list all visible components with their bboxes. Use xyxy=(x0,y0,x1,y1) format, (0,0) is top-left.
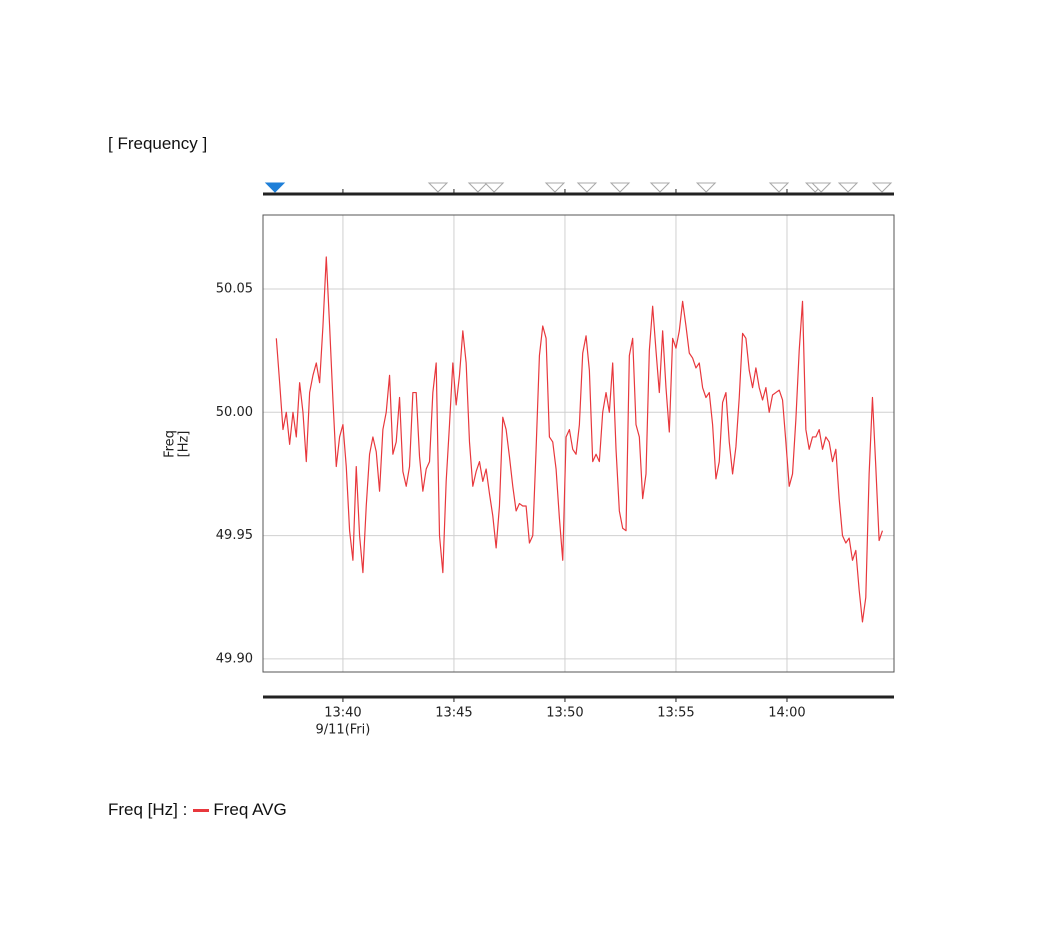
legend-swatch xyxy=(193,808,210,812)
y-tick-label: 49.90 xyxy=(216,651,253,666)
data-line xyxy=(275,256,884,623)
event-marker xyxy=(695,182,717,193)
y-tick-label: 49.95 xyxy=(216,528,253,543)
x-tick-label: 14:00 xyxy=(768,706,805,721)
date-label: 9/11(Fri) xyxy=(316,723,371,738)
legend: Freq [Hz] : Freq AVG xyxy=(108,800,287,820)
x-tick-label: 13:50 xyxy=(546,706,583,721)
chart-title: [ Frequency ] xyxy=(108,134,208,153)
event-marker xyxy=(427,182,449,193)
event-marker xyxy=(810,182,832,193)
event-marker xyxy=(837,182,859,193)
y-tick-label: 50.00 xyxy=(216,405,253,420)
event-marker xyxy=(768,182,790,193)
y-tick-label: 50.05 xyxy=(216,281,253,296)
event-marker xyxy=(264,182,286,193)
event-marker xyxy=(609,182,631,193)
event-marker xyxy=(467,182,489,193)
x-tick-label: 13:55 xyxy=(657,706,694,721)
y-axis-label: [Hz] xyxy=(177,431,192,458)
x-tick-label: 13:45 xyxy=(435,706,472,721)
event-marker xyxy=(483,182,505,193)
legend-entry: Freq AVG xyxy=(213,800,287,819)
event-marker xyxy=(649,182,671,193)
y-axis-label: Freq xyxy=(163,430,178,458)
event-marker xyxy=(576,182,598,193)
legend-label: Freq [Hz] : xyxy=(108,800,188,819)
event-marker xyxy=(871,182,893,193)
x-tick-label: 13:40 xyxy=(324,706,361,721)
event-marker xyxy=(544,182,566,193)
plot-frame xyxy=(262,214,895,673)
